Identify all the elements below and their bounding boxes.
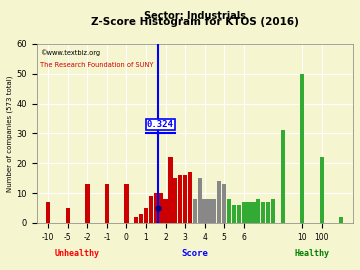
Bar xyxy=(271,199,275,223)
Bar xyxy=(212,199,216,223)
Bar xyxy=(124,184,129,223)
Bar xyxy=(246,202,251,223)
Bar xyxy=(280,130,285,223)
Bar xyxy=(227,199,231,223)
Bar xyxy=(173,178,177,223)
Bar xyxy=(66,208,70,223)
Bar xyxy=(144,208,148,223)
Bar xyxy=(320,157,324,223)
Bar xyxy=(266,202,270,223)
Bar xyxy=(168,157,172,223)
Bar xyxy=(217,181,221,223)
Y-axis label: Number of companies (573 total): Number of companies (573 total) xyxy=(7,75,13,192)
Title: Z-Score Histogram for KTOS (2016): Z-Score Histogram for KTOS (2016) xyxy=(91,16,299,26)
Bar xyxy=(300,74,305,223)
Bar xyxy=(85,184,90,223)
Bar xyxy=(188,172,192,223)
Bar xyxy=(105,184,109,223)
Bar xyxy=(261,202,265,223)
Text: Sector: Industrials: Sector: Industrials xyxy=(144,11,246,21)
Bar xyxy=(183,175,187,223)
Bar xyxy=(222,184,226,223)
Bar xyxy=(149,196,153,223)
Bar xyxy=(237,205,241,223)
Bar xyxy=(193,199,197,223)
Bar xyxy=(256,199,260,223)
Text: 0.324: 0.324 xyxy=(147,120,174,129)
Text: Healthy: Healthy xyxy=(294,249,329,258)
Text: Score: Score xyxy=(181,249,208,258)
Bar xyxy=(134,217,138,223)
Text: ©www.textbiz.org: ©www.textbiz.org xyxy=(40,49,100,56)
Bar xyxy=(139,214,143,223)
Bar xyxy=(202,199,207,223)
Bar xyxy=(232,205,236,223)
Bar xyxy=(251,202,256,223)
Text: Unhealthy: Unhealthy xyxy=(55,249,100,258)
Bar xyxy=(163,199,168,223)
Bar xyxy=(339,217,343,223)
Bar xyxy=(46,202,50,223)
Text: The Research Foundation of SUNY: The Research Foundation of SUNY xyxy=(40,62,153,68)
Bar xyxy=(242,202,246,223)
Bar xyxy=(207,199,212,223)
Bar xyxy=(154,193,158,223)
Bar xyxy=(178,175,182,223)
Bar xyxy=(198,178,202,223)
Bar xyxy=(158,193,163,223)
